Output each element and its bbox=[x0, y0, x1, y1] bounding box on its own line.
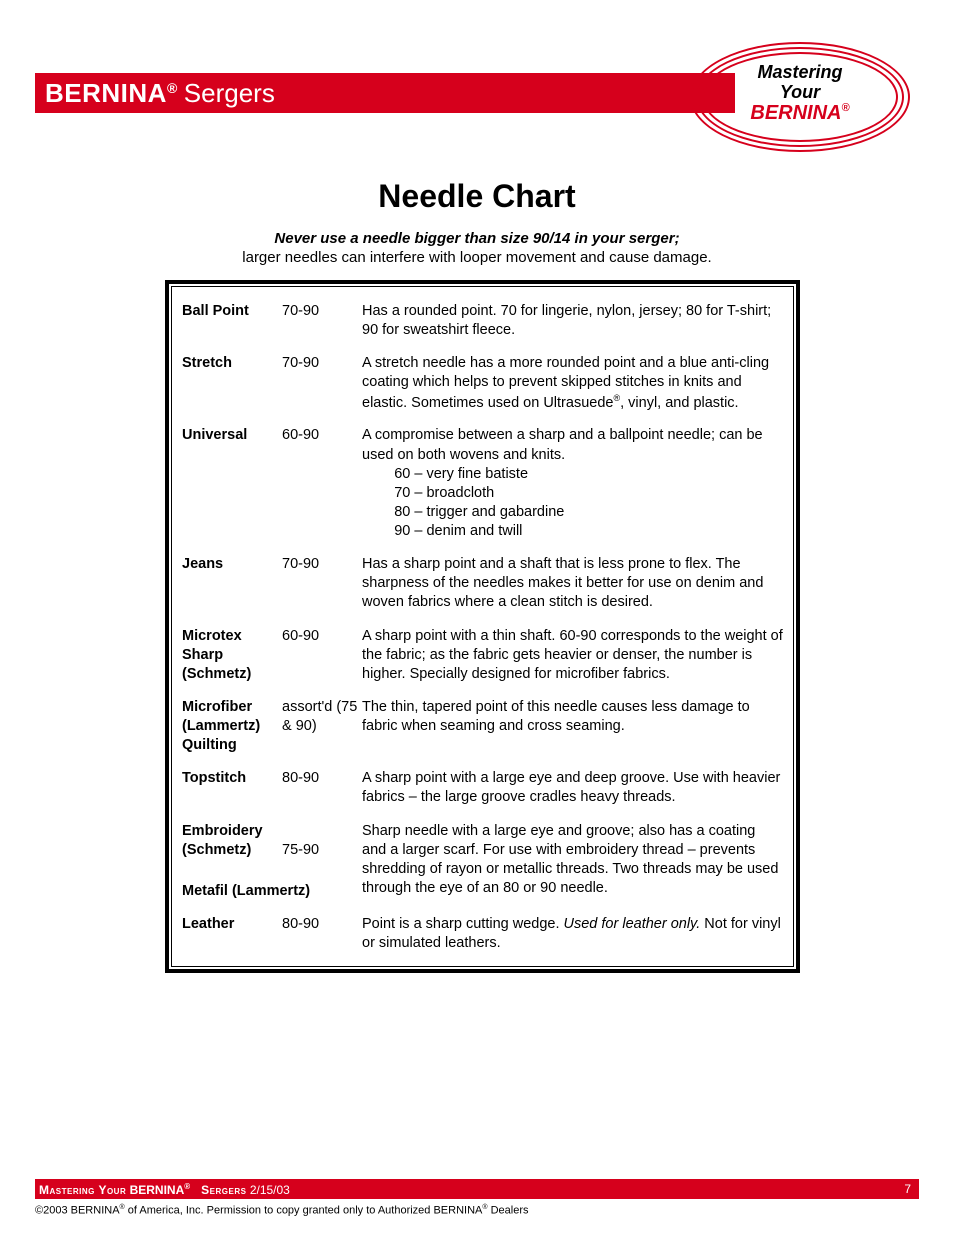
needle-chart: Ball Point 70-90 Has a rounded point. 70… bbox=[171, 286, 794, 967]
needle-desc: Sharp needle with a large eye and groove… bbox=[362, 822, 783, 899]
table-row: Stretch 70-90 A stretch needle has a mor… bbox=[182, 347, 783, 419]
needle-desc: The thin, tapered point of this needle c… bbox=[362, 698, 783, 736]
header-bar: BERNINA® Sergers bbox=[35, 73, 735, 113]
needle-size: 60-90 bbox=[282, 426, 362, 445]
reg-mark: ® bbox=[167, 80, 178, 96]
badge-line2: Your bbox=[690, 82, 910, 103]
needle-size: 80-90 bbox=[282, 915, 362, 934]
subtitle-line1: Never use a needle bigger than size 90/1… bbox=[274, 230, 679, 247]
table-row: Topstitch 80-90 A sharp point with a lar… bbox=[182, 762, 783, 814]
brand-text: BERNINA bbox=[45, 78, 167, 108]
needle-type-a: Embroidery (Schmetz)75-90 bbox=[182, 822, 362, 860]
table-row: Embroidery (Schmetz)75-90 Metafil (Lamme… bbox=[182, 815, 783, 908]
needle-type-b: Metafil (Lammertz) bbox=[182, 882, 362, 901]
needle-type: Stretch bbox=[182, 354, 282, 373]
needle-size: 60-90 bbox=[282, 627, 362, 646]
table-row: Universal 60-90 A compromise between a s… bbox=[182, 419, 783, 548]
header-brand: BERNINA® bbox=[45, 78, 178, 109]
subtitle: Never use a needle bigger than size 90/1… bbox=[0, 230, 954, 266]
footer-bar: Mastering Your BERNINA® Sergers 2/15/03 … bbox=[35, 1179, 919, 1199]
needle-desc: Has a rounded point. 70 for lingerie, ny… bbox=[362, 302, 783, 340]
table-row: Microfiber (Lammertz) Quilting assort'd … bbox=[182, 691, 783, 762]
badge-line1: Mastering bbox=[690, 62, 910, 83]
needle-type: Embroidery (Schmetz)75-90 Metafil (Lamme… bbox=[182, 822, 362, 901]
needle-chart-frame: Ball Point 70-90 Has a rounded point. 70… bbox=[165, 280, 800, 973]
table-row: Jeans 70-90 Has a sharp point and a shaf… bbox=[182, 548, 783, 619]
needle-desc: Point is a sharp cutting wedge. Used for… bbox=[362, 915, 783, 953]
needle-type: Microfiber (Lammertz) Quilting bbox=[182, 698, 282, 755]
footer-sergers: Sergers bbox=[194, 1183, 247, 1197]
subtitle-line2: larger needles can interfere with looper… bbox=[0, 249, 954, 266]
mastering-badge: Mastering Your BERNINA® bbox=[690, 42, 910, 152]
badge-reg: ® bbox=[842, 102, 850, 114]
page-title: Needle Chart bbox=[0, 178, 954, 215]
footer-mastering: Mastering Your bbox=[39, 1183, 126, 1197]
page-number: 7 bbox=[904, 1182, 911, 1196]
footer-brand: BERNINA® bbox=[130, 1183, 191, 1197]
table-row: Microtex Sharp (Schmetz) 60-90 A sharp p… bbox=[182, 620, 783, 691]
needle-type: Ball Point bbox=[182, 302, 282, 321]
needle-type: Topstitch bbox=[182, 769, 282, 788]
badge-brand: BERNINA bbox=[750, 102, 841, 124]
needle-type: Jeans bbox=[182, 555, 282, 574]
badge-line3: BERNINA® bbox=[690, 102, 910, 125]
needle-size: 70-90 bbox=[282, 354, 362, 373]
footer-date: 2/15/03 bbox=[250, 1183, 290, 1197]
table-row: Leather 80-90 Point is a sharp cutting w… bbox=[182, 908, 783, 960]
needle-desc: A sharp point with a thin shaft. 60-90 c… bbox=[362, 627, 783, 684]
needle-type: Universal bbox=[182, 426, 282, 445]
needle-size: 80-90 bbox=[282, 769, 362, 788]
needle-type: Microtex Sharp (Schmetz) bbox=[182, 627, 282, 684]
needle-size: 70-90 bbox=[282, 302, 362, 321]
header-product: Sergers bbox=[184, 78, 275, 109]
copyright: ©2003 BERNINA® of America, Inc. Permissi… bbox=[35, 1204, 529, 1217]
needle-size: assort'd (75 & 90) bbox=[282, 698, 362, 736]
needle-size: 70-90 bbox=[282, 555, 362, 574]
table-row: Ball Point 70-90 Has a rounded point. 70… bbox=[182, 295, 783, 347]
needle-desc: A sharp point with a large eye and deep … bbox=[362, 769, 783, 807]
footer-left: Mastering Your BERNINA® Sergers 2/15/03 bbox=[39, 1182, 290, 1197]
needle-desc: A compromise between a sharp and a ballp… bbox=[362, 426, 783, 541]
needle-type: Leather bbox=[182, 915, 282, 934]
needle-desc: Has a sharp point and a shaft that is le… bbox=[362, 555, 783, 612]
needle-desc: A stretch needle has a more rounded poin… bbox=[362, 354, 783, 412]
